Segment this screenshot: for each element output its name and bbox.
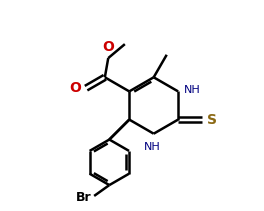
Text: NH: NH: [144, 142, 161, 152]
Text: O: O: [102, 40, 114, 54]
Text: S: S: [207, 113, 217, 127]
Text: NH: NH: [184, 85, 201, 95]
Text: Br: Br: [76, 191, 92, 204]
Text: O: O: [69, 81, 81, 95]
